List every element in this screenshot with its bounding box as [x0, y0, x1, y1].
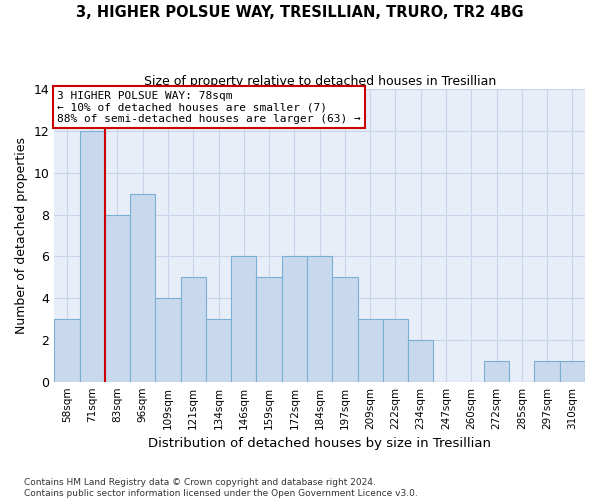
Text: Contains HM Land Registry data © Crown copyright and database right 2024.
Contai: Contains HM Land Registry data © Crown c…	[24, 478, 418, 498]
Bar	[560, 361, 585, 382]
Bar	[181, 277, 206, 382]
Bar	[155, 298, 181, 382]
Bar	[484, 361, 509, 382]
Title: Size of property relative to detached houses in Tresillian: Size of property relative to detached ho…	[143, 75, 496, 88]
Bar	[206, 319, 231, 382]
Bar	[105, 214, 130, 382]
Text: 3 HIGHER POLSUE WAY: 78sqm
← 10% of detached houses are smaller (7)
88% of semi-: 3 HIGHER POLSUE WAY: 78sqm ← 10% of deta…	[57, 90, 361, 124]
Bar	[332, 277, 358, 382]
Y-axis label: Number of detached properties: Number of detached properties	[15, 137, 28, 334]
Text: 3, HIGHER POLSUE WAY, TRESILLIAN, TRURO, TR2 4BG: 3, HIGHER POLSUE WAY, TRESILLIAN, TRURO,…	[76, 5, 524, 20]
Bar	[80, 131, 105, 382]
Bar	[256, 277, 282, 382]
Bar	[383, 319, 408, 382]
Bar	[307, 256, 332, 382]
Bar	[130, 194, 155, 382]
Bar	[408, 340, 433, 382]
X-axis label: Distribution of detached houses by size in Tresillian: Distribution of detached houses by size …	[148, 437, 491, 450]
Bar	[231, 256, 256, 382]
Bar	[358, 319, 383, 382]
Bar	[282, 256, 307, 382]
Bar	[535, 361, 560, 382]
Bar	[54, 319, 80, 382]
